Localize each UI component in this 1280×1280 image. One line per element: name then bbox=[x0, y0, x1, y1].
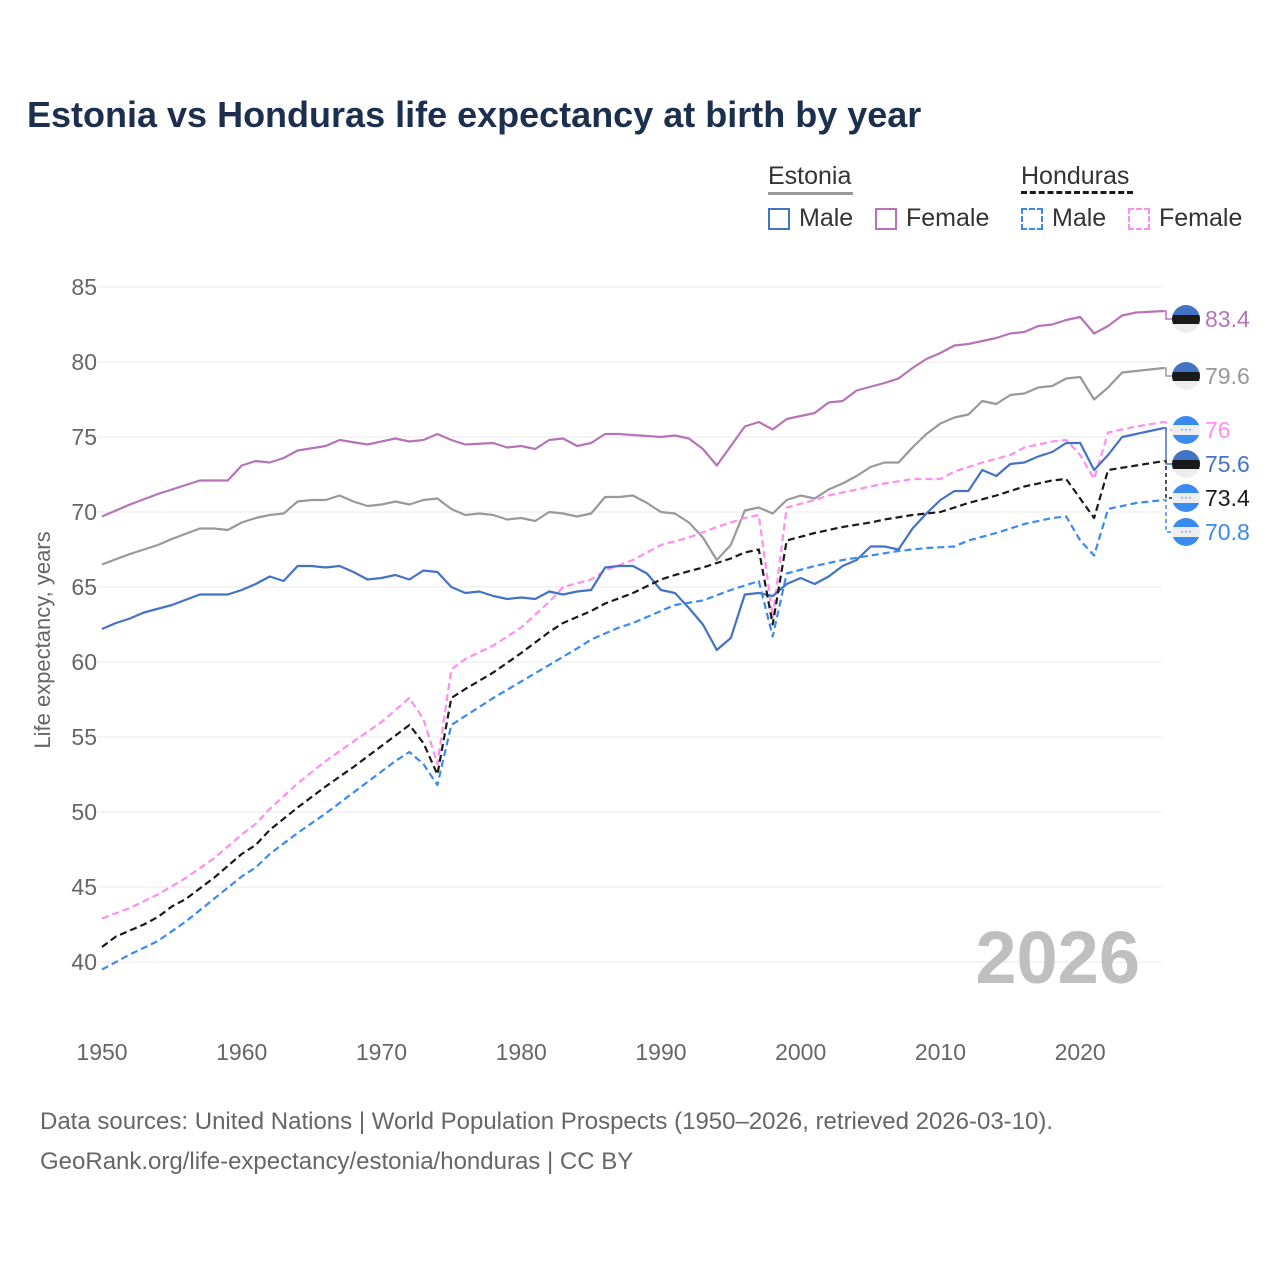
series-line-honduras-female bbox=[101, 420, 1165, 920]
y-tick-label: 55 bbox=[71, 724, 97, 750]
end-value-label: 76 bbox=[1205, 417, 1231, 443]
series-line-honduras-total bbox=[101, 459, 1165, 948]
x-tick-label: 1950 bbox=[76, 1039, 127, 1065]
y-tick-label: 75 bbox=[71, 424, 97, 450]
legend-honduras-female-swatch bbox=[1128, 208, 1150, 230]
legend-honduras-underline bbox=[1021, 191, 1133, 194]
y-tick-label: 40 bbox=[71, 949, 97, 975]
legend-group-honduras: Honduras bbox=[1021, 162, 1130, 190]
x-tick-label: 1990 bbox=[635, 1039, 686, 1065]
legend-estonia-male: Male bbox=[799, 204, 854, 232]
end-value-label: 75.6 bbox=[1205, 451, 1250, 477]
legend-group-estonia: Estonia bbox=[768, 162, 852, 190]
honduras-flag-icon: * * * bbox=[1172, 416, 1200, 444]
chart-title: Estonia vs Honduras life expectancy at b… bbox=[27, 94, 922, 135]
series-line-estonia-total bbox=[101, 366, 1165, 566]
end-connector bbox=[1164, 310, 1172, 320]
y-tick-label: 65 bbox=[71, 574, 97, 600]
y-axis-label: Life expectancy, years bbox=[30, 531, 55, 748]
legend-estonia-male-swatch bbox=[768, 208, 790, 230]
y-tick-label: 45 bbox=[71, 874, 97, 900]
series-line-honduras-male bbox=[101, 498, 1165, 971]
honduras-flag-icon: * * * bbox=[1172, 484, 1200, 512]
legend-honduras-male: Male bbox=[1052, 204, 1107, 232]
end-connector bbox=[1164, 367, 1172, 377]
y-tick-label: 60 bbox=[71, 649, 97, 675]
y-tick-label: 70 bbox=[71, 499, 97, 525]
svg-text:* * *: * * * bbox=[1181, 429, 1192, 435]
estonia-flag-icon bbox=[1172, 450, 1200, 478]
year-watermark: 2026 bbox=[975, 916, 1140, 999]
x-tick-label: 1980 bbox=[496, 1039, 547, 1065]
footer-sources: Data sources: United Nations | World Pop… bbox=[40, 1108, 1054, 1135]
svg-text:* * *: * * * bbox=[1181, 531, 1192, 537]
x-tick-label: 1970 bbox=[356, 1039, 407, 1065]
x-tick-label: 2020 bbox=[1055, 1039, 1106, 1065]
y-tick-label: 85 bbox=[71, 274, 97, 300]
legend-estonia-female-swatch bbox=[875, 208, 897, 230]
x-tick-label: 2010 bbox=[915, 1039, 966, 1065]
end-value-label: 70.8 bbox=[1205, 519, 1250, 545]
end-connector bbox=[1164, 499, 1172, 533]
legend-estonia-underline bbox=[768, 192, 853, 195]
legend-estonia-female: Female bbox=[906, 204, 990, 232]
end-connector bbox=[1164, 427, 1172, 465]
footer-link[interactable]: GeoRank.org/life-expectancy/estonia/hond… bbox=[40, 1148, 634, 1175]
end-value-label: 79.6 bbox=[1205, 363, 1250, 389]
end-connector bbox=[1164, 421, 1172, 431]
x-tick-label: 2000 bbox=[775, 1039, 826, 1065]
legend-honduras-male-swatch bbox=[1021, 208, 1043, 230]
y-tick-label: 50 bbox=[71, 799, 97, 825]
end-value-label: 73.4 bbox=[1205, 485, 1250, 511]
end-connector bbox=[1164, 460, 1172, 499]
end-value-label: 83.4 bbox=[1205, 306, 1250, 332]
series-line-estonia-female bbox=[101, 309, 1165, 518]
legend-honduras-female: Female bbox=[1159, 204, 1243, 232]
x-tick-label: 1960 bbox=[216, 1039, 267, 1065]
estonia-flag-icon bbox=[1172, 362, 1200, 390]
honduras-flag-icon: * * * bbox=[1172, 518, 1200, 546]
estonia-flag-icon bbox=[1172, 305, 1200, 333]
y-tick-label: 80 bbox=[71, 349, 97, 375]
svg-text:* * *: * * * bbox=[1181, 497, 1192, 503]
